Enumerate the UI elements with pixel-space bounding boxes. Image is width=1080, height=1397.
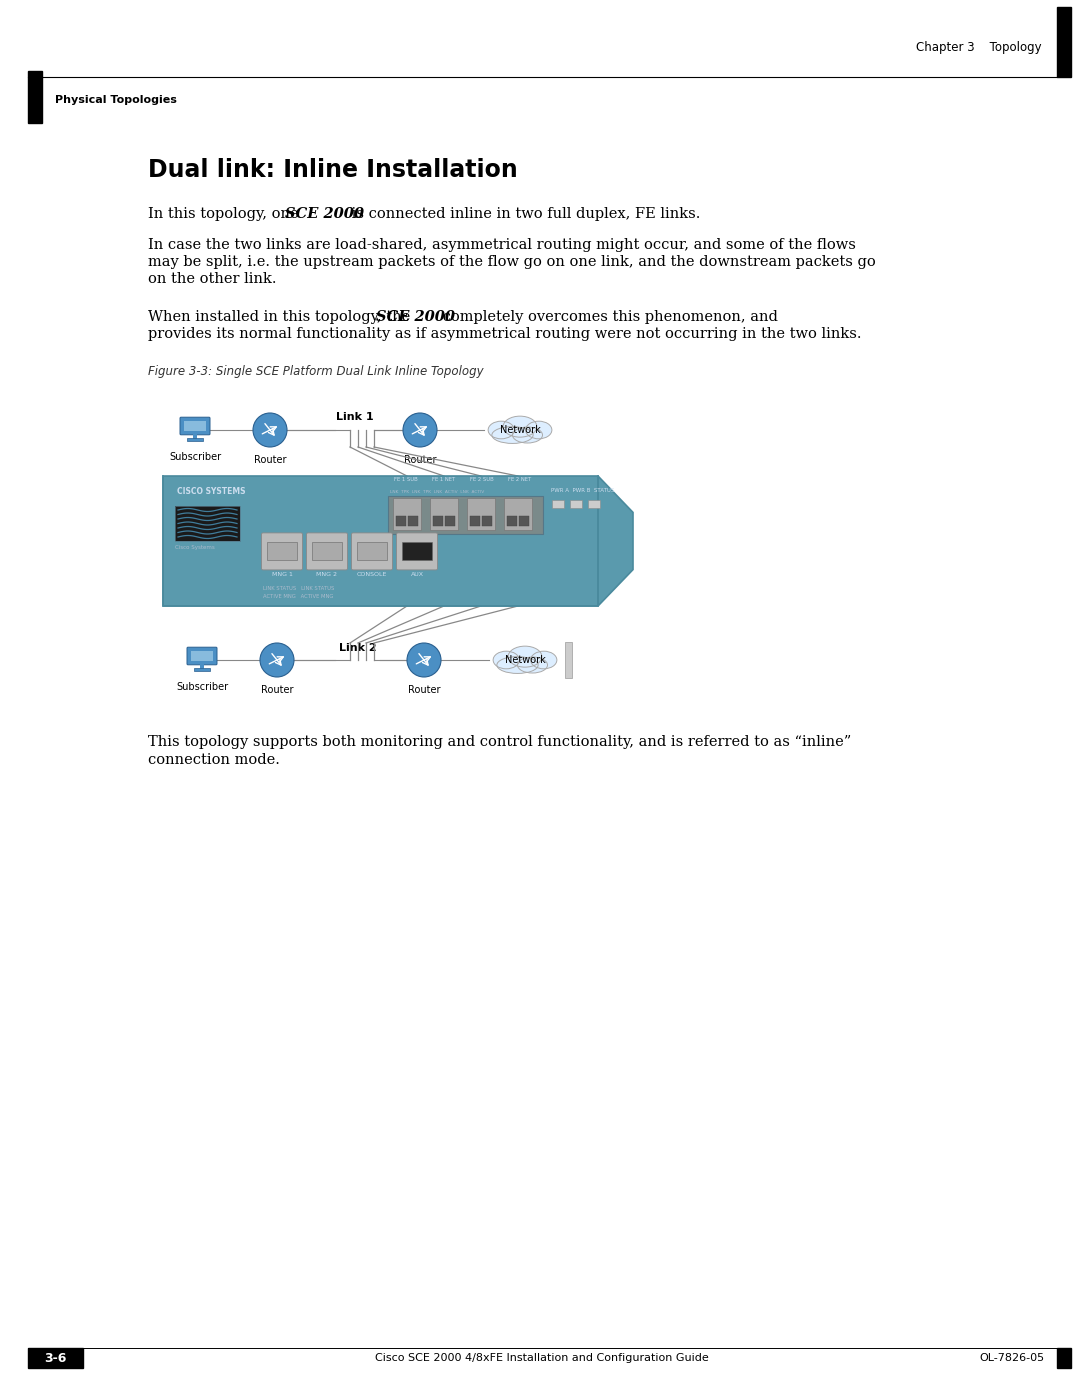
- Text: Network: Network: [504, 655, 545, 665]
- Text: provides its normal functionality as if asymmetrical routing were not occurring : provides its normal functionality as if …: [148, 327, 862, 341]
- Ellipse shape: [513, 427, 542, 443]
- Bar: [470, 515, 480, 527]
- Bar: [393, 497, 421, 529]
- Text: This topology supports both monitoring and control functionality, and is referre: This topology supports both monitoring a…: [148, 735, 851, 749]
- Text: Link 2: Link 2: [339, 643, 377, 652]
- Text: Figure 3-3: Single SCE Platform Dual Link Inline Topology: Figure 3-3: Single SCE Platform Dual Lin…: [148, 365, 484, 379]
- Text: ACTIVE MNG   ACTIVE MNG: ACTIVE MNG ACTIVE MNG: [264, 594, 334, 599]
- Bar: [200, 664, 204, 669]
- Bar: [570, 500, 582, 509]
- Bar: [467, 497, 495, 529]
- Ellipse shape: [494, 651, 519, 669]
- Text: Dual link: Inline Installation: Dual link: Inline Installation: [148, 158, 517, 182]
- Text: FE 1 SUB: FE 1 SUB: [394, 476, 418, 482]
- Text: SCE 2000: SCE 2000: [285, 207, 364, 221]
- Bar: [312, 542, 342, 560]
- Bar: [267, 542, 297, 560]
- Bar: [402, 542, 432, 560]
- Ellipse shape: [488, 420, 514, 439]
- Text: connection mode.: connection mode.: [148, 753, 280, 767]
- Bar: [565, 643, 572, 678]
- Bar: [194, 668, 210, 671]
- Text: MNG 2: MNG 2: [316, 573, 337, 577]
- Bar: [175, 506, 240, 541]
- Ellipse shape: [508, 647, 542, 668]
- Text: FE 2 NET: FE 2 NET: [509, 476, 531, 482]
- Text: OL-7826-05: OL-7826-05: [980, 1354, 1045, 1363]
- Ellipse shape: [253, 414, 287, 447]
- Bar: [191, 651, 213, 661]
- Text: AUX: AUX: [410, 573, 423, 577]
- Ellipse shape: [407, 643, 441, 678]
- Ellipse shape: [530, 651, 557, 669]
- Text: When installed in this topology, the: When installed in this topology, the: [148, 310, 415, 324]
- Text: Router: Router: [254, 455, 286, 465]
- Ellipse shape: [517, 657, 548, 673]
- Text: LNK  TPK  LNK  TPK  LNK  ACTIV  LNK  ACTIV: LNK TPK LNK TPK LNK ACTIV LNK ACTIV: [390, 490, 484, 495]
- Text: Subscriber: Subscriber: [168, 453, 221, 462]
- Bar: [163, 476, 598, 606]
- Bar: [193, 434, 197, 439]
- Text: Router: Router: [408, 685, 441, 694]
- Text: Network: Network: [500, 425, 540, 434]
- Text: PWR A  PWR B  STATUS: PWR A PWR B STATUS: [551, 488, 615, 493]
- Bar: [552, 500, 564, 509]
- Text: FE 1 NET: FE 1 NET: [432, 476, 456, 482]
- Bar: [482, 515, 492, 527]
- Bar: [430, 497, 458, 529]
- Bar: [519, 515, 529, 527]
- Text: Link 1: Link 1: [336, 412, 374, 422]
- Bar: [445, 515, 455, 527]
- Bar: [1057, 1348, 1071, 1368]
- Bar: [396, 515, 406, 527]
- Text: Chapter 3    Topology: Chapter 3 Topology: [916, 41, 1042, 53]
- Polygon shape: [598, 476, 633, 606]
- Bar: [588, 500, 600, 509]
- Text: FE 2 SUB: FE 2 SUB: [470, 476, 494, 482]
- Ellipse shape: [491, 426, 534, 443]
- Text: is connected inline in two full duplex, FE links.: is connected inline in two full duplex, …: [347, 207, 700, 221]
- Bar: [357, 542, 387, 560]
- FancyBboxPatch shape: [351, 532, 392, 570]
- Bar: [433, 515, 443, 527]
- Bar: [1057, 7, 1071, 77]
- Text: Subscriber: Subscriber: [176, 682, 228, 692]
- Text: completely overcomes this phenomenon, and: completely overcomes this phenomenon, an…: [438, 310, 778, 324]
- Text: 3-6: 3-6: [44, 1351, 66, 1365]
- FancyBboxPatch shape: [187, 647, 217, 665]
- Text: MNG 1: MNG 1: [271, 573, 293, 577]
- FancyBboxPatch shape: [261, 532, 302, 570]
- Ellipse shape: [503, 416, 537, 437]
- Bar: [388, 496, 543, 534]
- Text: CISCO SYSTEMS: CISCO SYSTEMS: [177, 488, 245, 496]
- Text: Cisco Systems: Cisco Systems: [175, 545, 215, 550]
- Bar: [175, 506, 240, 541]
- Bar: [187, 437, 203, 441]
- Ellipse shape: [403, 414, 437, 447]
- Text: Cisco SCE 2000 4/8xFE Installation and Configuration Guide: Cisco SCE 2000 4/8xFE Installation and C…: [375, 1354, 708, 1363]
- Text: SCE 2000: SCE 2000: [376, 310, 455, 324]
- Bar: [184, 422, 206, 430]
- Text: Router: Router: [404, 455, 436, 465]
- Text: Physical Topologies: Physical Topologies: [55, 95, 177, 105]
- FancyBboxPatch shape: [307, 532, 348, 570]
- Ellipse shape: [526, 420, 552, 439]
- Text: on the other link.: on the other link.: [148, 272, 276, 286]
- Text: CONSOLE: CONSOLE: [356, 573, 388, 577]
- Bar: [28, 71, 42, 123]
- Ellipse shape: [497, 657, 538, 673]
- Text: In case the two links are load-shared, asymmetrical routing might occur, and som: In case the two links are load-shared, a…: [148, 237, 855, 251]
- Bar: [504, 497, 532, 529]
- Bar: [507, 515, 517, 527]
- Text: LINK STATUS   LINK STATUS: LINK STATUS LINK STATUS: [264, 587, 335, 591]
- Bar: [408, 515, 418, 527]
- FancyBboxPatch shape: [396, 532, 437, 570]
- Bar: [28, 1348, 83, 1368]
- Text: Router: Router: [260, 685, 294, 694]
- FancyBboxPatch shape: [180, 418, 210, 434]
- Text: In this topology, one: In this topology, one: [148, 207, 303, 221]
- Ellipse shape: [260, 643, 294, 678]
- Text: may be split, i.e. the upstream packets of the flow go on one link, and the down: may be split, i.e. the upstream packets …: [148, 256, 876, 270]
